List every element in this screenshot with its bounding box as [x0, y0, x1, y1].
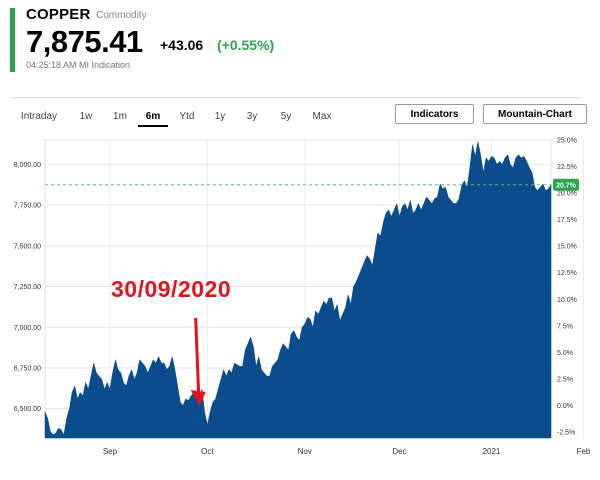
annotation-arrow-head	[190, 389, 206, 406]
header-divider	[10, 97, 582, 98]
tab-6m[interactable]: 6m	[138, 108, 168, 127]
tab-intraday[interactable]: Intraday	[20, 111, 58, 122]
y-tick-label: 7,000.00	[14, 325, 41, 332]
x-tick-label: Oct	[201, 447, 214, 456]
indicators-button[interactable]: Indicators	[395, 104, 474, 124]
x-tick-label: Sep	[103, 447, 118, 456]
pct-tick-label: 10.0%	[557, 297, 577, 304]
annotation-arrow-shaft	[194, 317, 201, 395]
last-value-badge	[553, 178, 579, 191]
y-tick-label: 7,500.00	[14, 243, 41, 250]
x-tick-label: Dec	[392, 447, 406, 456]
x-tick-label: Nov	[298, 447, 312, 456]
tab-1m[interactable]: 1m	[113, 111, 127, 122]
symbol-title: COPPER	[26, 6, 91, 23]
y-tick-label: 6,500.00	[14, 406, 41, 413]
pct-tick-label: 5.0%	[557, 350, 573, 357]
price-area-series	[44, 141, 552, 439]
x-tick-label: 2021	[483, 447, 501, 456]
y-tick-label: 8,000.00	[14, 162, 41, 169]
pct-tick-label: -2.5%	[557, 429, 575, 436]
price-accent-bar	[10, 8, 15, 72]
price-change-absolute: +43.06	[160, 37, 204, 53]
pct-tick-label: 0.0%	[557, 403, 573, 410]
y-tick-label: 7,250.00	[14, 284, 41, 291]
pct-tick-label: 15.0%	[557, 244, 577, 251]
asset-type-label: Commodity	[96, 10, 147, 21]
pct-tick-label: 12.5%	[557, 270, 577, 277]
price-chart[interactable]: 8,000.00 7,750.00 7,500.00 7,250.00 7,000.00…	[0, 130, 600, 466]
annotation-label: 30/09/2020	[111, 276, 231, 302]
tab-5y[interactable]: 5y	[280, 111, 292, 122]
pct-tick-label: 25.0%	[557, 138, 577, 145]
x-tick-label: Feb	[577, 447, 591, 456]
last-value-badge-label: 20.7%	[556, 182, 577, 189]
pct-tick-label: 22.5%	[557, 164, 577, 171]
y-tick-label: 6,750.00	[14, 365, 41, 372]
pct-tick-label: 20.0%	[557, 191, 577, 198]
pct-tick-label: 2.5%	[557, 376, 573, 383]
tab-1y[interactable]: 1y	[214, 111, 226, 122]
tab-3y[interactable]: 3y	[246, 111, 258, 122]
tab-max[interactable]: Max	[312, 111, 332, 122]
quote-timestamp: 04:25:18 AM MI Indication	[26, 60, 131, 70]
tab-1w[interactable]: 1w	[79, 111, 93, 122]
last-price: 7,875.41	[26, 24, 143, 59]
pct-tick-label: 7.5%	[557, 323, 573, 330]
chart-type-button[interactable]: Mountain-Chart	[483, 104, 587, 124]
range-tabs: Intraday 1w 1m 6m Ytd 1y 3y 5y Max	[12, 108, 340, 127]
tab-ytd[interactable]: Ytd	[179, 111, 195, 122]
pct-tick-label: 17.5%	[557, 217, 577, 224]
y-tick-label: 7,750.00	[14, 203, 41, 210]
price-change-percent: (+0.55%)	[217, 37, 275, 53]
